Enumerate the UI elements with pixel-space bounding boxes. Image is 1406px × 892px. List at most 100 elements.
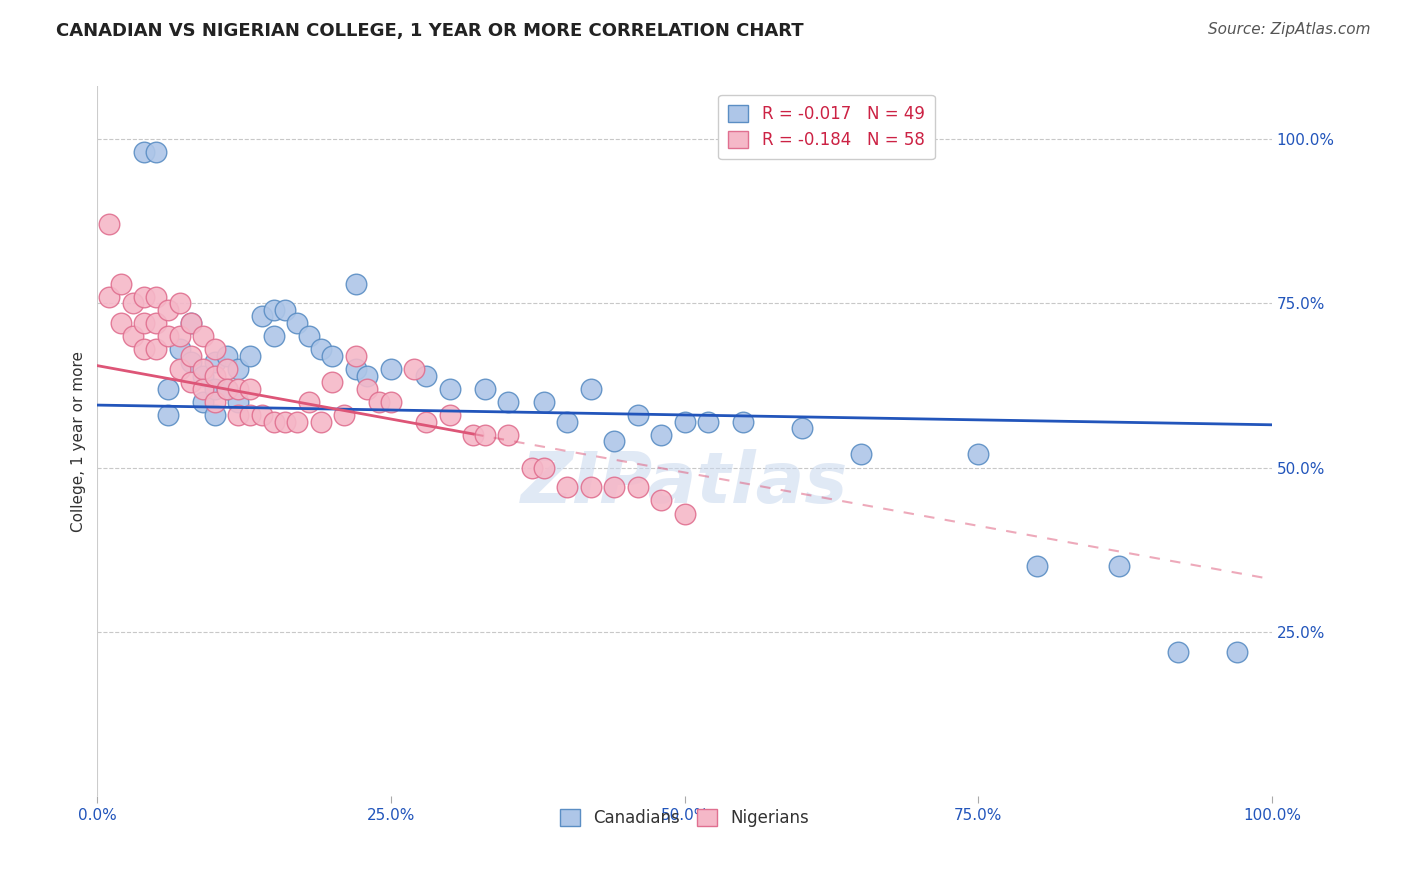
Point: [110, 277, 132, 291]
Point: [1167, 644, 1189, 658]
Point: [344, 277, 367, 291]
Point: [180, 375, 202, 389]
Point: [191, 329, 214, 343]
Point: [603, 434, 626, 449]
Point: [404, 362, 426, 376]
Point: [263, 329, 285, 343]
Point: [333, 408, 356, 422]
Point: [191, 362, 214, 376]
Point: [1226, 644, 1249, 658]
Point: [579, 480, 602, 494]
Point: [321, 375, 343, 389]
Point: [204, 382, 226, 396]
Point: [134, 145, 156, 159]
Point: [204, 343, 226, 357]
Point: [285, 316, 308, 330]
Text: CANADIAN VS NIGERIAN COLLEGE, 1 YEAR OR MORE CORRELATION CHART: CANADIAN VS NIGERIAN COLLEGE, 1 YEAR OR …: [56, 22, 804, 40]
Point: [204, 368, 226, 383]
Point: [169, 343, 191, 357]
Point: [121, 296, 143, 310]
Point: [134, 343, 156, 357]
Point: [967, 447, 990, 461]
Point: [579, 382, 602, 396]
Point: [790, 421, 813, 435]
Point: [321, 349, 343, 363]
Point: [298, 329, 321, 343]
Point: [145, 343, 167, 357]
Point: [180, 349, 202, 363]
Point: [356, 368, 378, 383]
Point: [533, 460, 555, 475]
Point: [650, 493, 672, 508]
Point: [180, 316, 202, 330]
Point: [344, 349, 367, 363]
Point: [603, 480, 626, 494]
Point: [156, 302, 179, 317]
Point: [263, 415, 285, 429]
Point: [191, 382, 214, 396]
Point: [463, 427, 485, 442]
Point: [180, 316, 202, 330]
Point: [263, 302, 285, 317]
Point: [204, 394, 226, 409]
Point: [474, 382, 496, 396]
Point: [474, 427, 496, 442]
Point: [180, 355, 202, 369]
Point: [156, 408, 179, 422]
Point: [555, 415, 578, 429]
Point: [191, 368, 214, 383]
Point: [733, 415, 755, 429]
Point: [274, 415, 297, 429]
Point: [204, 355, 226, 369]
Point: [673, 415, 696, 429]
Point: [169, 362, 191, 376]
Point: [415, 415, 437, 429]
Point: [121, 329, 143, 343]
Point: [439, 408, 461, 422]
Text: Source: ZipAtlas.com: Source: ZipAtlas.com: [1208, 22, 1371, 37]
Point: [380, 394, 402, 409]
Point: [215, 362, 238, 376]
Point: [1108, 559, 1130, 574]
Point: [673, 507, 696, 521]
Point: [156, 382, 179, 396]
Point: [215, 349, 238, 363]
Point: [145, 316, 167, 330]
Point: [380, 362, 402, 376]
Point: [627, 480, 650, 494]
Point: [520, 460, 543, 475]
Point: [285, 415, 308, 429]
Point: [145, 290, 167, 304]
Point: [215, 382, 238, 396]
Point: [533, 394, 555, 409]
Point: [110, 316, 132, 330]
Point: [250, 310, 273, 324]
Point: [215, 382, 238, 396]
Point: [134, 290, 156, 304]
Point: [169, 329, 191, 343]
Point: [239, 382, 262, 396]
Point: [368, 394, 391, 409]
Point: [650, 427, 672, 442]
Point: [134, 316, 156, 330]
Point: [344, 362, 367, 376]
Point: [156, 329, 179, 343]
Point: [226, 382, 249, 396]
Text: ZIPatlas: ZIPatlas: [522, 450, 848, 518]
Point: [98, 218, 121, 232]
Point: [145, 145, 167, 159]
Point: [849, 447, 872, 461]
Point: [309, 415, 332, 429]
Point: [226, 362, 249, 376]
Point: [439, 382, 461, 396]
Point: [250, 408, 273, 422]
Legend: Canadians, Nigerians: Canadians, Nigerians: [554, 803, 815, 834]
Point: [627, 408, 650, 422]
Point: [1026, 559, 1049, 574]
Point: [498, 394, 520, 409]
Point: [309, 343, 332, 357]
Point: [239, 408, 262, 422]
Point: [498, 427, 520, 442]
Y-axis label: College, 1 year or more: College, 1 year or more: [72, 351, 86, 532]
Point: [98, 290, 121, 304]
